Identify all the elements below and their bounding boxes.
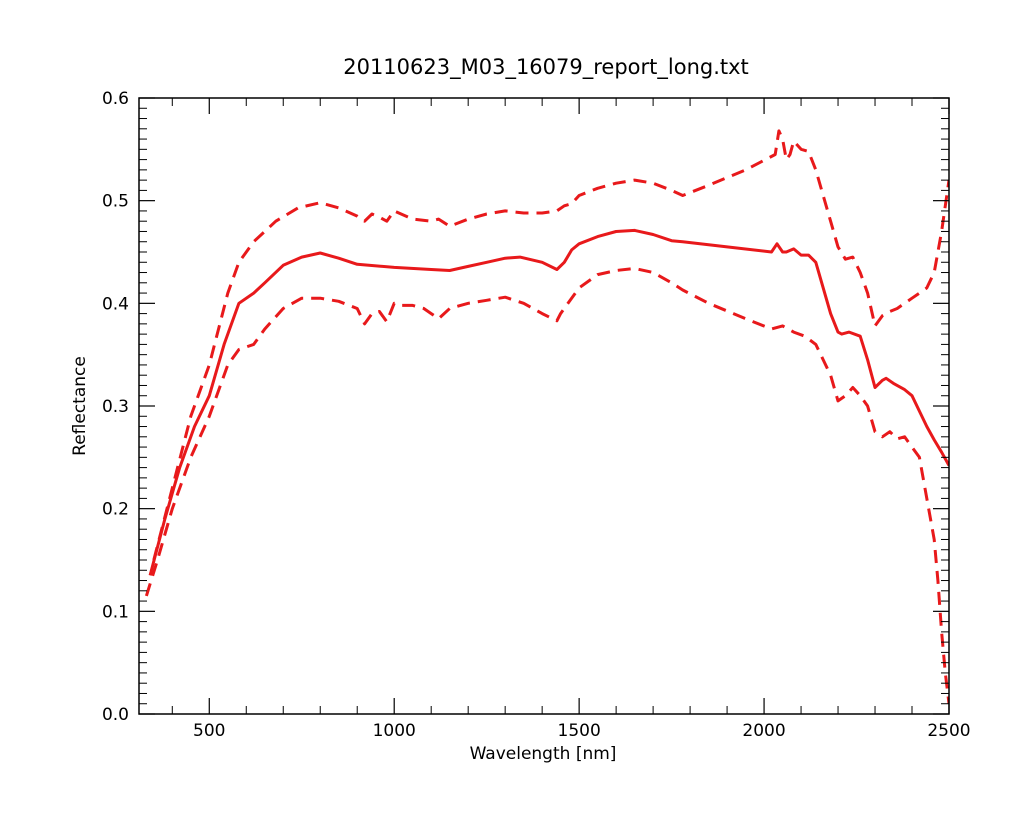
y-tick-label: 0.5 (102, 192, 129, 212)
y-tick-label: 0.1 (102, 602, 129, 622)
x-tick-label: 1000 (373, 721, 416, 741)
y-tick-label: 0.4 (102, 294, 129, 314)
y-axis-label: Reflectance (70, 356, 90, 456)
series-line-1 (152, 129, 949, 561)
series-line-2 (148, 228, 949, 576)
chart-title: 20110623_M03_16079_report_long.txt (343, 55, 749, 80)
y-tick-label: 0.0 (102, 705, 129, 725)
x-tick-label: 2500 (927, 721, 970, 741)
series-line-3 (144, 266, 949, 704)
y-tick-label: 0.2 (102, 500, 129, 520)
axes: 500 1000 1500 2000 2500 0.0 0.1 0.2 0.3 0.4 0.5 0.6 (102, 89, 971, 741)
plot-area (144, 129, 949, 704)
x-tick-label: 500 (193, 721, 225, 741)
x-tick-label: 1500 (558, 721, 601, 741)
y-tick-label: 0.6 (102, 89, 129, 109)
x-axis-label: Wavelength [nm] (470, 744, 617, 764)
plot-frame (138, 97, 950, 715)
x-tick-label: 2000 (742, 721, 785, 741)
y-tick-label: 0.3 (102, 397, 129, 417)
